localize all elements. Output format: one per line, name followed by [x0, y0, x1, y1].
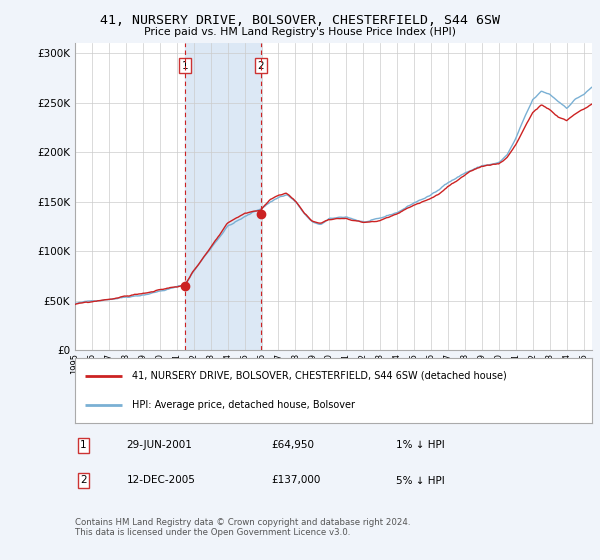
Text: 5% ↓ HPI: 5% ↓ HPI: [395, 475, 445, 486]
Text: Price paid vs. HM Land Registry's House Price Index (HPI): Price paid vs. HM Land Registry's House …: [144, 27, 456, 37]
Text: 2: 2: [80, 475, 87, 486]
Text: 41, NURSERY DRIVE, BOLSOVER, CHESTERFIELD, S44 6SW: 41, NURSERY DRIVE, BOLSOVER, CHESTERFIEL…: [100, 14, 500, 27]
Bar: [185, 43, 260, 350]
Text: 1: 1: [80, 440, 87, 450]
Text: 1: 1: [182, 61, 188, 71]
Text: £137,000: £137,000: [272, 475, 321, 486]
Text: 2: 2: [257, 61, 264, 71]
Text: 1% ↓ HPI: 1% ↓ HPI: [395, 440, 445, 450]
Text: £64,950: £64,950: [272, 440, 314, 450]
Text: 12-DEC-2005: 12-DEC-2005: [127, 475, 196, 486]
Text: 29-JUN-2001: 29-JUN-2001: [127, 440, 193, 450]
Text: HPI: Average price, detached house, Bolsover: HPI: Average price, detached house, Bols…: [132, 400, 355, 410]
Text: 41, NURSERY DRIVE, BOLSOVER, CHESTERFIELD, S44 6SW (detached house): 41, NURSERY DRIVE, BOLSOVER, CHESTERFIEL…: [132, 371, 506, 381]
Text: Contains HM Land Registry data © Crown copyright and database right 2024.
This d: Contains HM Land Registry data © Crown c…: [75, 518, 410, 538]
